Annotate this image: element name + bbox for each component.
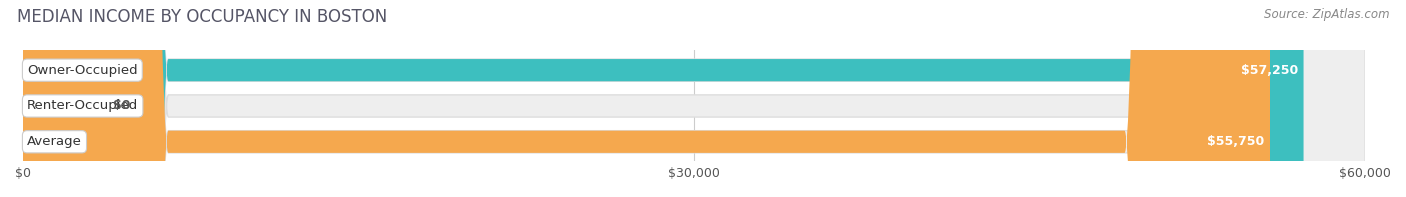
- Text: MEDIAN INCOME BY OCCUPANCY IN BOSTON: MEDIAN INCOME BY OCCUPANCY IN BOSTON: [17, 8, 387, 26]
- FancyBboxPatch shape: [22, 0, 1303, 197]
- Text: Average: Average: [27, 135, 82, 148]
- Text: $0: $0: [112, 99, 131, 112]
- Text: Renter-Occupied: Renter-Occupied: [27, 99, 138, 112]
- FancyBboxPatch shape: [22, 0, 97, 197]
- FancyBboxPatch shape: [22, 0, 1365, 197]
- Text: $55,750: $55,750: [1208, 135, 1264, 148]
- FancyBboxPatch shape: [22, 0, 1365, 197]
- FancyBboxPatch shape: [22, 0, 1270, 197]
- FancyBboxPatch shape: [22, 0, 1365, 197]
- Text: Owner-Occupied: Owner-Occupied: [27, 64, 138, 77]
- Text: $57,250: $57,250: [1241, 64, 1298, 77]
- Text: Source: ZipAtlas.com: Source: ZipAtlas.com: [1264, 8, 1389, 21]
